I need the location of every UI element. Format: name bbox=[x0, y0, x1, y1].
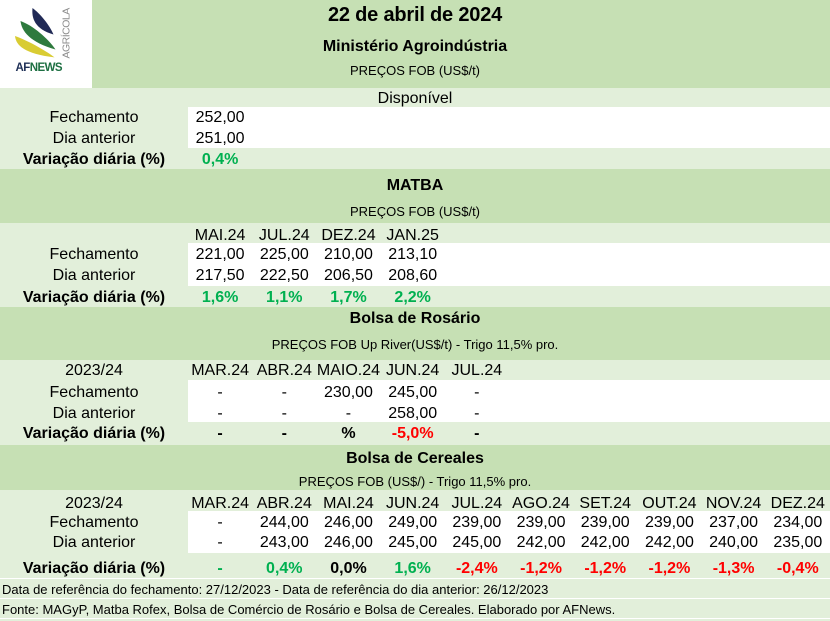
svg-text:AFNEWS: AFNEWS bbox=[16, 62, 63, 74]
svg-text:AGRÍCOLA: AGRÍCOLA bbox=[60, 8, 73, 59]
